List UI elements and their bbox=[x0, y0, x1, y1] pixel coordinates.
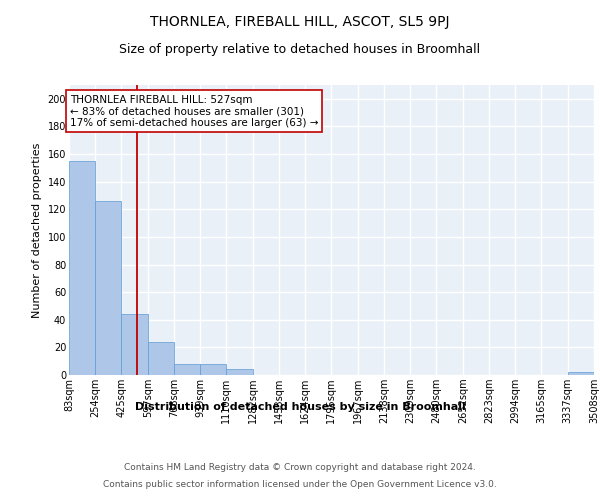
Text: Contains HM Land Registry data © Crown copyright and database right 2024.: Contains HM Land Registry data © Crown c… bbox=[124, 464, 476, 472]
Bar bbox=[69, 161, 95, 375]
Bar bbox=[148, 342, 174, 375]
Text: THORNLEA FIREBALL HILL: 527sqm
← 83% of detached houses are smaller (301)
17% of: THORNLEA FIREBALL HILL: 527sqm ← 83% of … bbox=[70, 94, 318, 128]
Text: Distribution of detached houses by size in Broomhall: Distribution of detached houses by size … bbox=[134, 402, 466, 412]
Bar bbox=[95, 201, 121, 375]
Bar bbox=[200, 364, 226, 375]
Bar bbox=[226, 370, 253, 375]
Bar bbox=[174, 364, 200, 375]
Text: Contains public sector information licensed under the Open Government Licence v3: Contains public sector information licen… bbox=[103, 480, 497, 489]
Bar bbox=[568, 372, 594, 375]
Bar bbox=[121, 314, 148, 375]
Y-axis label: Number of detached properties: Number of detached properties bbox=[32, 142, 42, 318]
Text: THORNLEA, FIREBALL HILL, ASCOT, SL5 9PJ: THORNLEA, FIREBALL HILL, ASCOT, SL5 9PJ bbox=[150, 15, 450, 29]
Text: Size of property relative to detached houses in Broomhall: Size of property relative to detached ho… bbox=[119, 42, 481, 56]
